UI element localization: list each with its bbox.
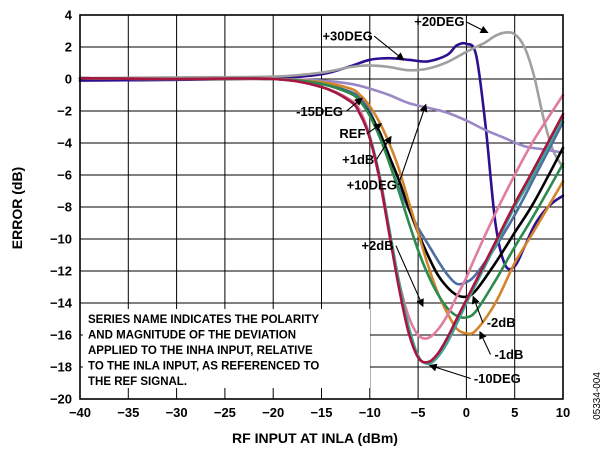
annotation-text: SERIES NAME INDICATES THE POLARITY AND M… (88, 314, 323, 388)
x-tick-label: 0 (463, 405, 470, 420)
series-callouts: +30DEG +20DEG -15DEG REF +1dB +10DEG +2dB -2dB -… (296, 14, 523, 386)
annotation-box: SERIES NAME INDICATES THE POLARITY AND M… (83, 309, 370, 388)
callout-label: -2dB (487, 315, 516, 330)
y-tick-label: 4 (65, 8, 73, 23)
callout-label: +2dB (361, 238, 393, 253)
annotation-line-1: SERIES NAME INDICATES THE POLARITY (88, 314, 319, 326)
callout-leader (465, 21, 489, 34)
x-tick-label: −5 (411, 405, 426, 420)
series-line-minus-1db (78, 76, 565, 320)
y-tick-label: −18 (50, 360, 72, 375)
x-tick-label: −15 (310, 405, 332, 420)
series-lines (78, 31, 565, 366)
x-tick-label: 10 (556, 405, 570, 420)
series-line-plusminus-1db (78, 76, 565, 336)
y-tick-label: −10 (50, 232, 72, 247)
x-tick-label: −25 (214, 405, 236, 420)
annotation-line-5: THE REF SIGNAL. (88, 376, 187, 388)
x-tick-label: −40 (69, 405, 91, 420)
y-tick-label: 2 (65, 40, 72, 55)
x-tick-label: 5 (511, 405, 518, 420)
figure-id: 05334-004 (592, 372, 603, 420)
annotation-line-3: APPLIED TO THE INHA INPUT, RELATIVE (88, 345, 313, 357)
x-tick-label: −20 (262, 405, 284, 420)
callout-leader (395, 245, 424, 308)
callout-leader (428, 363, 471, 380)
x-axis-title: RF INPUT AT INLA (dBm) (232, 430, 398, 446)
y-tick-label: −2 (57, 104, 72, 119)
callout-leader (479, 330, 492, 355)
callout-leader (376, 135, 392, 160)
x-tick-label: −30 (166, 405, 188, 420)
plot-frame (79, 14, 564, 400)
callout-leader (397, 103, 428, 186)
callout-label: -10DEG (474, 371, 521, 386)
callout-label: -15DEG (296, 104, 343, 119)
callout-label: REF (339, 126, 365, 141)
y-tick-label: −16 (50, 328, 72, 343)
callout-label: +1dB (342, 152, 374, 167)
callout-leader (471, 295, 484, 323)
annotation-line-2: AND MAGNITUDE OF THE DEVIATION (88, 330, 296, 342)
callout-leader (345, 97, 363, 112)
callout-label: +30DEG (322, 29, 372, 44)
callout-label: +20DEG (414, 14, 464, 29)
y-tick-label: −4 (57, 136, 73, 151)
annotation-line-4: TO THE INLA INPUT, AS REFERENCED TO (88, 361, 319, 373)
x-tick-label: −10 (359, 405, 381, 420)
y-tick-label: −12 (50, 264, 72, 279)
callout-leader (366, 123, 383, 135)
series-line-minus-2db (78, 76, 565, 364)
series-line-plusminus-30deg (78, 31, 565, 169)
y-tick-label: −6 (57, 168, 72, 183)
callout-label: +10DEG (347, 177, 397, 192)
y-tick-label: −8 (57, 200, 72, 215)
y-tick-label: −20 (50, 392, 72, 407)
y-tick-label: 0 (65, 72, 72, 87)
callout-label: -1dB (494, 347, 523, 362)
plot-border (79, 14, 564, 400)
tick-labels: −40 −35 −30 −25 −20 −15 −10 −5 0 5 10 4 2 0 −2 −4 −6 −8 −1… (50, 8, 570, 421)
y-axis-title: ERROR (dB) (9, 167, 25, 249)
x-tick-label: −35 (117, 405, 139, 420)
callout-leader (373, 35, 405, 61)
y-tick-label: −14 (50, 296, 73, 311)
